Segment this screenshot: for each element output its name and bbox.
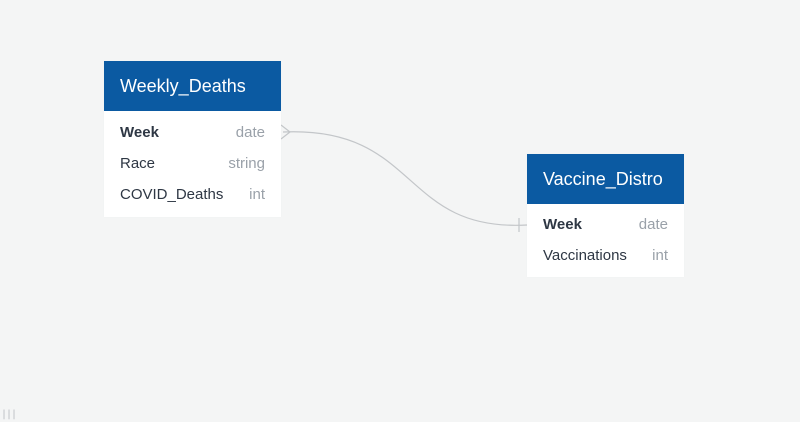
entity-fields: Week date Vaccinations int: [527, 204, 684, 277]
field-type: int: [652, 247, 668, 264]
field-name: Race: [120, 155, 156, 172]
field-type: int: [249, 186, 265, 203]
field-row-vaccinations[interactable]: Vaccinations int: [527, 240, 684, 271]
field-name: Week: [543, 216, 582, 233]
entity-fields: Week date Race string COVID_Deaths int: [104, 111, 281, 217]
field-row-race[interactable]: Race string: [104, 148, 281, 179]
field-name: COVID_Deaths: [120, 186, 224, 203]
field-name: Vaccinations: [543, 247, 627, 264]
entity-vaccine-distro[interactable]: Vaccine_Distro Week date Vaccinations in…: [527, 154, 684, 277]
field-row-week[interactable]: Week date: [104, 117, 281, 148]
entity-header[interactable]: Weekly_Deaths: [104, 61, 281, 111]
crowfoot-many-icon: [280, 124, 291, 140]
field-row-week[interactable]: Week date: [527, 209, 684, 240]
field-type: date: [638, 216, 668, 233]
field-row-covid-deaths[interactable]: COVID_Deaths int: [104, 179, 281, 210]
resize-handle-icon[interactable]: |||: [1, 409, 17, 420]
entity-header[interactable]: Vaccine_Distro: [527, 154, 684, 204]
entity-title: Vaccine_Distro: [543, 169, 663, 189]
field-name: Week: [120, 124, 159, 141]
field-type: string: [228, 155, 265, 172]
entity-title: Weekly_Deaths: [120, 76, 246, 96]
relationship-line[interactable]: [282, 131, 528, 226]
field-type: date: [235, 124, 265, 141]
entity-weekly-deaths[interactable]: Weekly_Deaths Week date Race string COVI…: [104, 61, 281, 217]
